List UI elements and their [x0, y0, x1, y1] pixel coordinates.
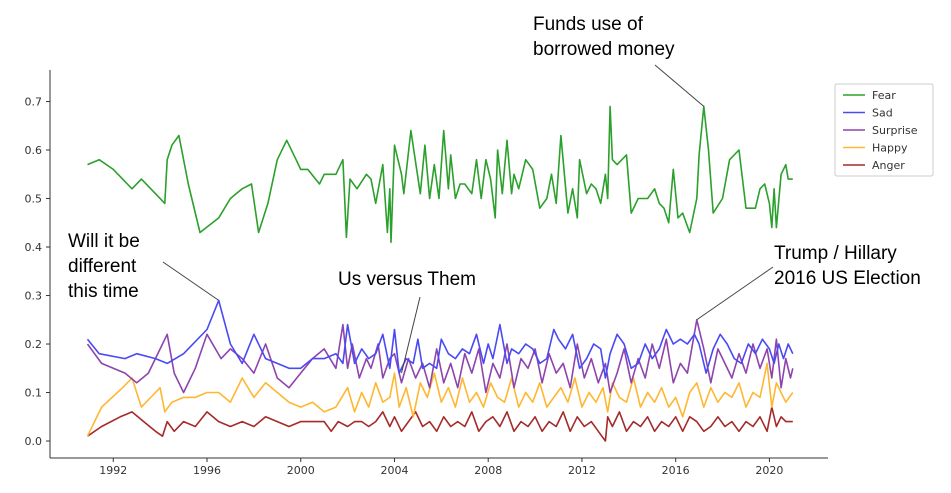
- legend-label-surprise: Surprise: [872, 124, 918, 137]
- x-tick-label: 1992: [99, 464, 127, 477]
- x-tick-label: 2012: [568, 464, 596, 477]
- annotation-line: Us versus Them: [338, 269, 476, 290]
- legend-box: [834, 83, 934, 177]
- series-lines: [86, 105, 794, 442]
- annotation-line: 2016 US Election: [774, 268, 921, 289]
- annotation-text: Funds use of borrowed money: [533, 14, 675, 60]
- series-line-anger: [87, 406, 793, 442]
- annotation-pointer: [696, 266, 774, 321]
- y-tick-label: 0.4: [25, 241, 43, 254]
- annotation-text: Will it be different this time: [68, 231, 140, 302]
- y-tick-label: 0.0: [25, 435, 43, 448]
- annotation-pointer: [654, 64, 705, 107]
- series-line-happy: [86, 362, 794, 437]
- annotation-pointer: [401, 296, 421, 374]
- y-tick-label: 0.7: [25, 96, 43, 109]
- legend-label-sad: Sad: [872, 107, 893, 120]
- y-tick-label: 0.3: [25, 290, 43, 303]
- y-tick-label: 0.6: [25, 144, 43, 157]
- x-tick-label: 2000: [287, 464, 315, 477]
- y-tick-label: 0.1: [25, 387, 43, 400]
- x-tick-label: 2004: [380, 464, 408, 477]
- annotation-line: borrowed money: [533, 39, 675, 60]
- legend-label-fear: Fear: [872, 89, 896, 102]
- series-line-sad: [86, 299, 794, 379]
- x-ticks: 1992 1996 2000 2004 2008 2012 2016 2020: [99, 458, 783, 477]
- annotation-text: Us versus Them: [338, 269, 476, 290]
- annotation-line: this time: [68, 281, 139, 302]
- x-tick-label: 2016: [662, 464, 690, 477]
- y-tick-label: 0.2: [25, 338, 43, 351]
- x-tick-label: 1996: [193, 464, 221, 477]
- annotation-line: different: [68, 256, 137, 277]
- y-ticks: 0.0 0.1 0.2 0.3 0.4 0.5 0.6 0.7: [25, 96, 50, 448]
- legend-label-anger: Anger: [872, 159, 905, 172]
- legend: Fear Sad Surprise Happy Anger: [834, 83, 934, 177]
- series-line-fear: [87, 105, 793, 243]
- annotations: Funds use of borrowed money Will it be diff…: [68, 14, 921, 374]
- legend-label-happy: Happy: [872, 142, 908, 155]
- annotation-text: Trump / Hillary 2016 US Election: [774, 243, 921, 289]
- axes: [49, 70, 828, 459]
- y-tick-label: 0.5: [25, 193, 43, 206]
- x-tick-label: 2020: [755, 464, 783, 477]
- annotation-pointer: [162, 261, 220, 301]
- x-tick-label: 2008: [474, 464, 502, 477]
- annotation-line: Funds use of: [533, 14, 644, 35]
- series-line-surprise: [86, 318, 794, 394]
- annotation-line: Trump / Hillary: [774, 243, 897, 264]
- annotation-line: Will it be: [68, 231, 140, 252]
